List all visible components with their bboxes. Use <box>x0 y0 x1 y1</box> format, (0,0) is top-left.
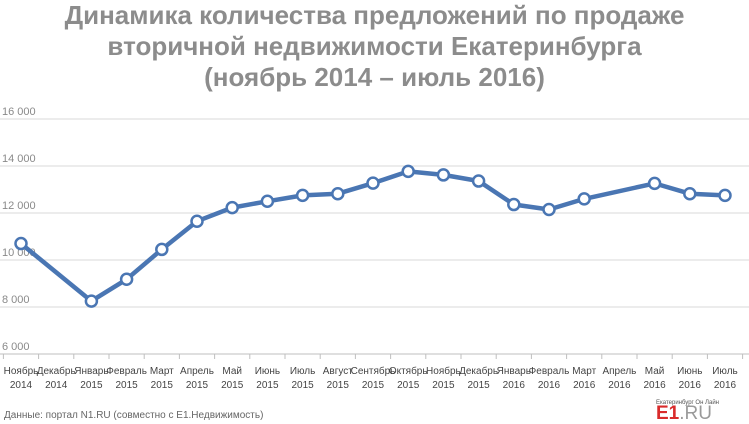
x-tick-label-month: Декабрь <box>37 365 76 377</box>
y-tick-label-16000: 16 000 <box>2 106 36 118</box>
logo-ru: .RU <box>679 403 712 424</box>
x-tick-label-year: 2016 <box>573 380 596 391</box>
data-point <box>190 214 204 228</box>
x-tick-label-month: Май <box>645 366 665 377</box>
data-point <box>14 236 28 251</box>
y-tick-label-8000: 8 000 <box>2 294 30 306</box>
x-tick-label-month: Февраль <box>529 366 570 377</box>
x-tick-label-year: 2014 <box>45 380 68 391</box>
y-tick-label-14000: 14 000 <box>2 153 36 165</box>
x-tick-label-year: 2015 <box>397 380 420 391</box>
data-point <box>295 188 310 203</box>
x-tick-label-year: 2016 <box>679 380 702 391</box>
x-tick-label-year: 2015 <box>291 380 314 391</box>
x-tick-label-year: 2014 <box>10 380 33 391</box>
data-point <box>119 272 134 287</box>
x-tick-label-month: Октябрь <box>389 365 428 377</box>
x-tick-label-month: Сентябрь <box>351 365 396 377</box>
data-point <box>366 176 380 190</box>
data-point <box>331 186 345 201</box>
data-point <box>436 168 451 182</box>
x-tick-label-year: 2015 <box>327 380 350 391</box>
x-tick-label-month: Июнь <box>677 366 702 377</box>
x-tick-label-month: Ноябрь <box>4 365 39 377</box>
x-tick-label-month: Январь <box>497 366 531 377</box>
x-tick-label-year: 2015 <box>221 380 244 391</box>
title-line-2: вторичной недвижимости Екатеринбурга <box>107 31 642 61</box>
title-line-3: (ноябрь 2014 – июль 2016) <box>204 62 545 92</box>
x-tick-label-year: 2015 <box>362 380 385 391</box>
logo-tagline: Екатеринбург Он Лайн <box>656 400 719 406</box>
data-point <box>647 176 662 191</box>
x-tick-label-month: Август <box>323 366 354 377</box>
e1-logo[interactable]: Екатеринбург Он Лайн E1.RU <box>656 400 746 423</box>
x-tick-labels: Ноябрь2014Декабрь2014Январь2015Февраль20… <box>4 365 738 391</box>
x-tick-label-year: 2015 <box>432 380 455 391</box>
title-line-1: Динамика количества предложений по прода… <box>64 0 685 30</box>
x-tick-label-month: Февраль <box>106 366 147 377</box>
x-axis <box>0 353 749 359</box>
data-point <box>260 194 275 208</box>
x-tick-label-month: Март <box>150 366 174 377</box>
x-tick-label-month: Январь <box>74 366 108 377</box>
x-tick-label-year: 2015 <box>467 380 490 391</box>
x-tick-label-month: Декабрь <box>459 365 498 377</box>
x-tick-label-year: 2015 <box>186 380 209 391</box>
data-point <box>155 242 169 257</box>
x-tick-label-year: 2015 <box>151 380 174 391</box>
data-point <box>471 174 486 188</box>
x-tick-label-month: Май <box>222 366 242 377</box>
data-point <box>542 202 556 217</box>
logo-wordmark: E1.RU <box>656 404 712 423</box>
logo-e1: E1 <box>656 403 680 424</box>
x-tick-label-year: 2015 <box>256 380 279 391</box>
x-tick-label-year: 2016 <box>503 380 526 391</box>
data-point <box>401 164 415 179</box>
x-tick-label-year: 2016 <box>538 380 561 391</box>
data-point <box>683 186 697 201</box>
x-tick-label-month: Март <box>572 366 596 377</box>
x-tick-label-month: Апрель <box>180 366 214 377</box>
grid-lines <box>0 118 749 308</box>
x-tick-label-year: 2016 <box>714 380 737 391</box>
x-tick-label-year: 2016 <box>608 380 631 391</box>
data-point <box>577 192 591 206</box>
data-point <box>718 188 732 203</box>
data-point <box>84 294 99 308</box>
x-tick-label-month: Ноябрь <box>426 365 461 377</box>
x-tick-label-year: 2015 <box>115 380 138 391</box>
x-tick-label-month: Июль <box>712 366 738 377</box>
data-points <box>14 164 732 308</box>
y-tick-label-12000: 12 000 <box>2 200 36 212</box>
source-note: Данные: портал N1.RU (совместно с E1.Нед… <box>4 410 264 421</box>
data-point <box>507 197 521 212</box>
data-point <box>225 200 239 215</box>
x-tick-label-month: Июнь <box>255 366 280 377</box>
x-tick-label-month: Июль <box>290 366 316 377</box>
x-tick-label-year: 2015 <box>80 380 103 391</box>
x-tick-label-month: Апрель <box>602 366 636 377</box>
x-tick-label-year: 2016 <box>643 380 666 391</box>
y-tick-label-6000: 6 000 <box>2 341 30 353</box>
chart-title: Динамика количества предложений по прода… <box>0 0 749 93</box>
